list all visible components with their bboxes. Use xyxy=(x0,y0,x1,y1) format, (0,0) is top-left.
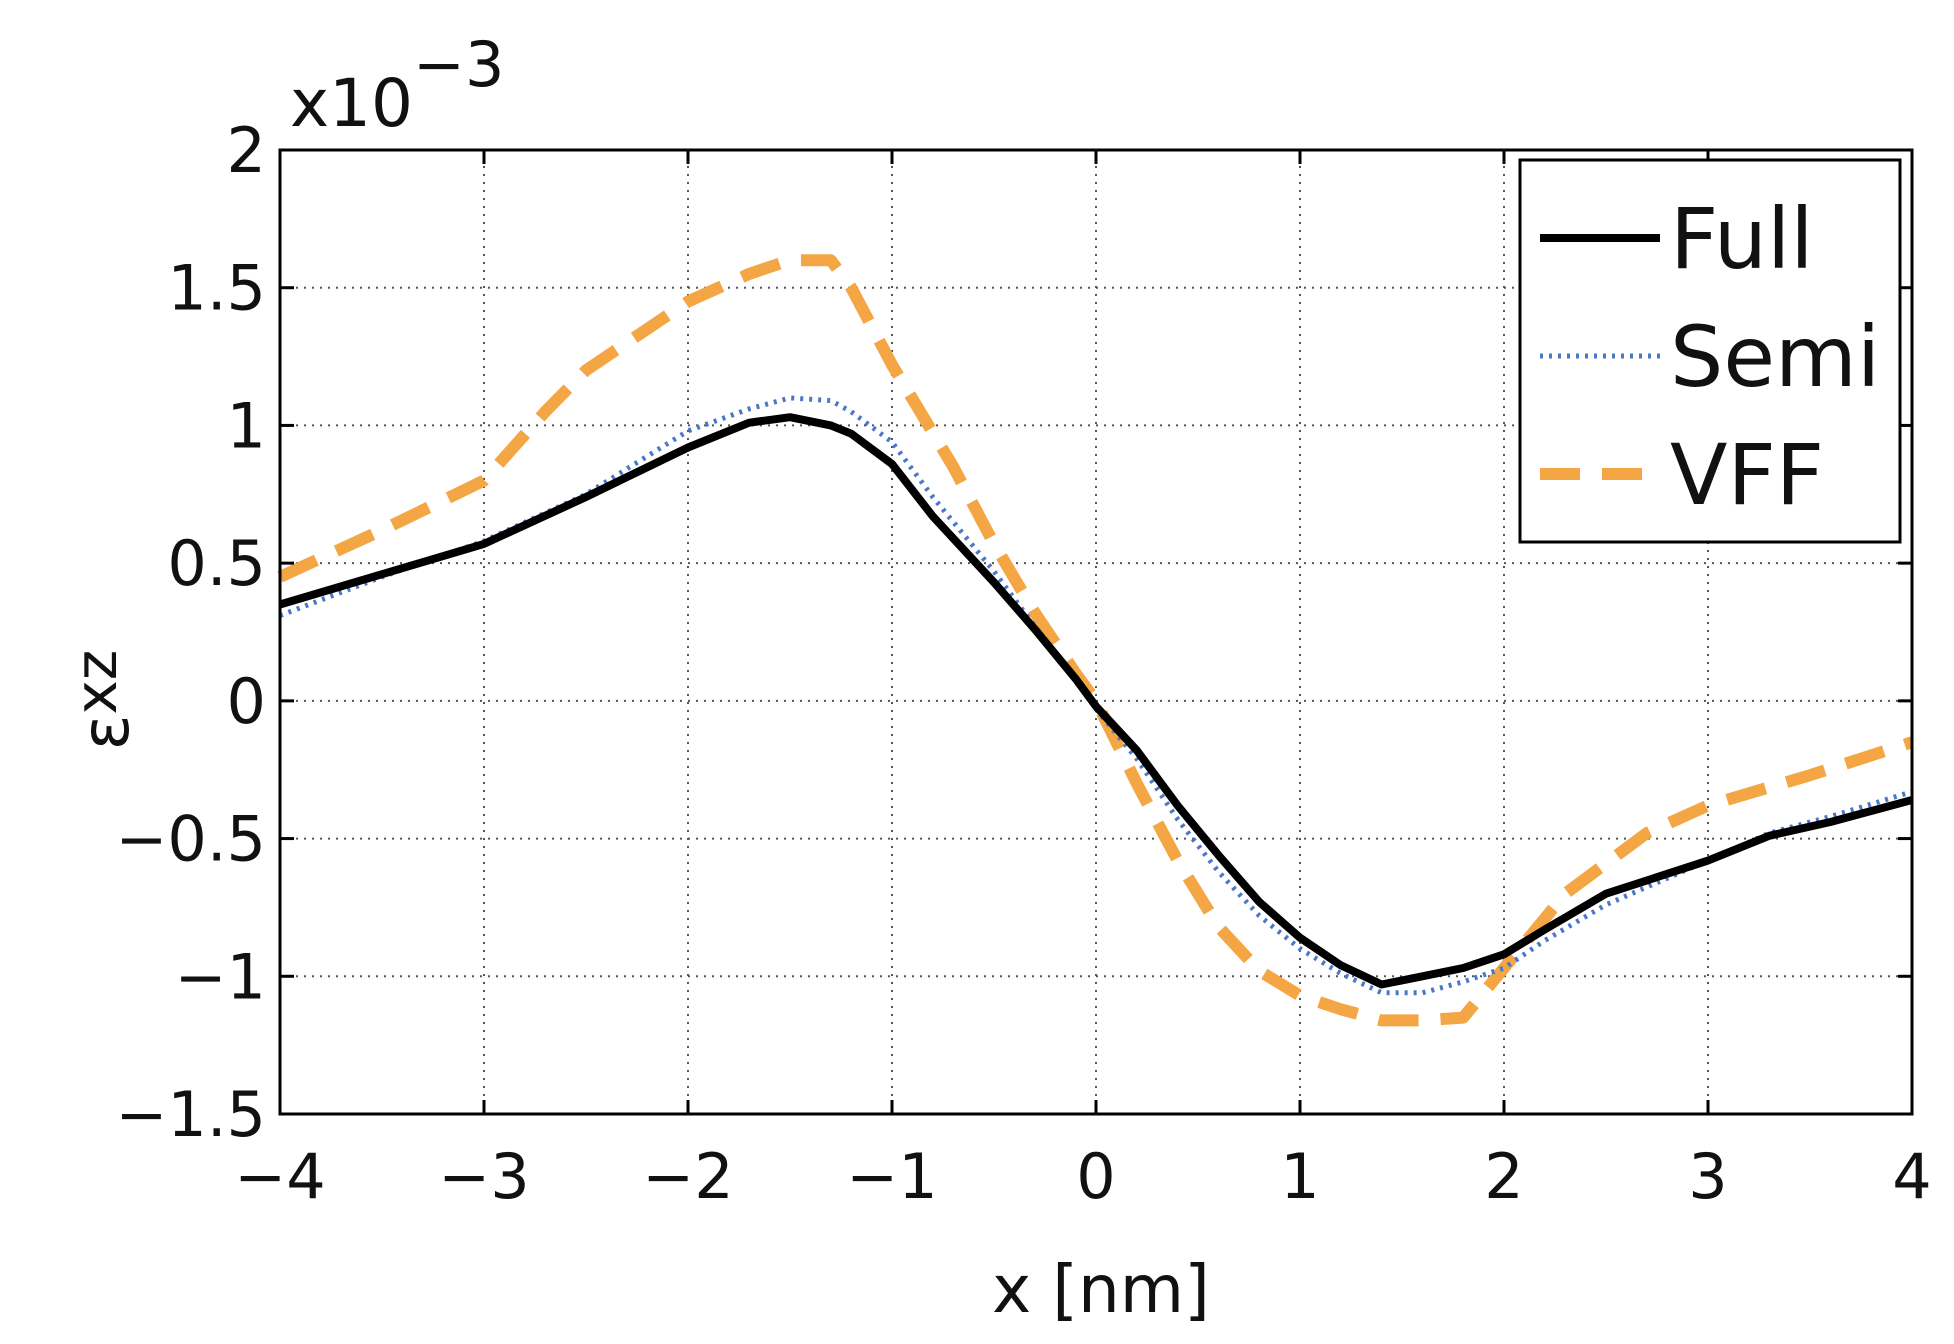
x-axis-ticks: −4 −3 −2 −1 0 1 2 3 4 xyxy=(234,150,1932,1213)
legend: Full Semi VFF xyxy=(1518,158,1902,544)
y-axis-label-sub: xz xyxy=(62,650,130,715)
legend-label-semi: Semi xyxy=(1670,308,1880,406)
series-layer xyxy=(277,254,1914,1027)
x-tick-label: −2 xyxy=(642,1140,733,1213)
y-tick-label: −0.5 xyxy=(115,803,266,876)
y-axis-label: εxz xyxy=(62,650,144,750)
x-tick-label: 0 xyxy=(1076,1140,1115,1213)
series-line-semi xyxy=(279,395,1913,996)
x-tick-label: 4 xyxy=(1892,1140,1931,1213)
y-tick-label: −1.5 xyxy=(115,1078,266,1151)
legend-label-vff: VFF xyxy=(1670,426,1824,524)
x-axis-label: x [nm] xyxy=(992,1251,1210,1328)
x-tick-label: −3 xyxy=(438,1140,529,1213)
y-tick-label: −1 xyxy=(175,940,266,1013)
x-tick-label: 3 xyxy=(1688,1140,1727,1213)
y-tick-label: 0 xyxy=(227,665,266,738)
x-tick-label: 1 xyxy=(1280,1140,1319,1213)
y-tick-label: 2 xyxy=(227,114,266,187)
series-line-full xyxy=(278,413,1914,989)
y-multiplier-base: x10 xyxy=(290,65,413,142)
x-tick-label: −1 xyxy=(846,1140,937,1213)
y-axis-ticks: −1.5 −1 −0.5 0 0.5 1 1.5 2 xyxy=(115,114,1912,1151)
x-tick-label: 2 xyxy=(1484,1140,1523,1213)
y-multiplier-exponent: −3 xyxy=(413,28,504,101)
series-line-vff xyxy=(277,254,1914,1027)
svg-text:εxz: εxz xyxy=(62,650,144,750)
y-tick-label: 1 xyxy=(227,389,266,462)
legend-label-full: Full xyxy=(1670,190,1814,288)
y-axis-label-main: ε xyxy=(67,715,144,751)
legend-box xyxy=(1518,158,1902,544)
y-multiplier: x10−3 xyxy=(290,28,504,142)
y-tick-label: 1.5 xyxy=(167,252,266,325)
y-tick-label: 0.5 xyxy=(167,527,266,600)
x-tick-label: −4 xyxy=(234,1140,325,1213)
